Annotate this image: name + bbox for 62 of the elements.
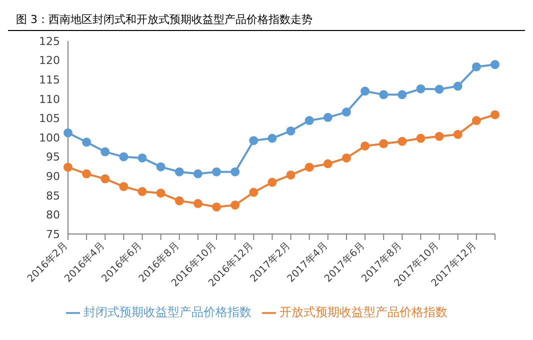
point (82, 138, 92, 147)
point (453, 130, 462, 139)
point (82, 169, 92, 178)
point (174, 196, 184, 206)
point (212, 202, 222, 212)
point (119, 152, 128, 162)
point (453, 82, 462, 91)
point (230, 200, 240, 210)
y-tick-label: 100 (39, 131, 60, 144)
point (323, 159, 332, 168)
point (100, 147, 110, 156)
point (268, 134, 277, 143)
y-tick-label: 110 (39, 92, 60, 106)
y-tick-label: 80 (46, 208, 60, 222)
point (342, 108, 351, 117)
point (416, 134, 426, 143)
chart-title: 图 3：西南地区封闭式和开放式预期收益型产品价格指数走势 (8, 8, 525, 31)
point (119, 182, 128, 192)
point (64, 128, 72, 138)
point (156, 162, 166, 172)
point (230, 167, 240, 176)
point (360, 86, 370, 96)
point (434, 84, 444, 94)
y-tick-label: 75 (46, 228, 60, 241)
point (268, 178, 277, 187)
y-tick-label: 85 (46, 189, 60, 202)
y-tick-label: 120 (39, 54, 60, 68)
point (416, 84, 426, 94)
point (342, 153, 351, 162)
point (156, 188, 166, 198)
point (472, 116, 481, 126)
y-tick-label: 105 (39, 112, 60, 126)
point (434, 132, 444, 141)
point (193, 169, 202, 178)
point (138, 187, 147, 196)
point (212, 167, 222, 176)
point (398, 90, 407, 100)
point (174, 167, 184, 176)
y-tick-label: 90 (46, 170, 60, 184)
point (304, 162, 314, 172)
point (193, 199, 202, 208)
point (398, 136, 407, 146)
point (138, 153, 147, 162)
point (286, 170, 296, 180)
point (249, 188, 258, 197)
point (360, 141, 370, 150)
point (490, 110, 500, 120)
y-tick-label: 125 (39, 34, 60, 48)
point (249, 136, 258, 146)
point (490, 60, 500, 70)
point (379, 90, 388, 100)
point (286, 126, 296, 136)
point (304, 116, 314, 126)
point (100, 174, 110, 184)
y-tick-label: 115 (39, 74, 60, 87)
point (472, 62, 481, 72)
y-tick-label: 95 (46, 150, 60, 164)
legend-label: 封闭式预期收益型产品价格指数 (84, 305, 252, 319)
point (64, 162, 72, 172)
point (379, 139, 388, 148)
point (323, 112, 332, 122)
legend-label: 开放式预期收益型产品价格指数 (280, 305, 448, 319)
